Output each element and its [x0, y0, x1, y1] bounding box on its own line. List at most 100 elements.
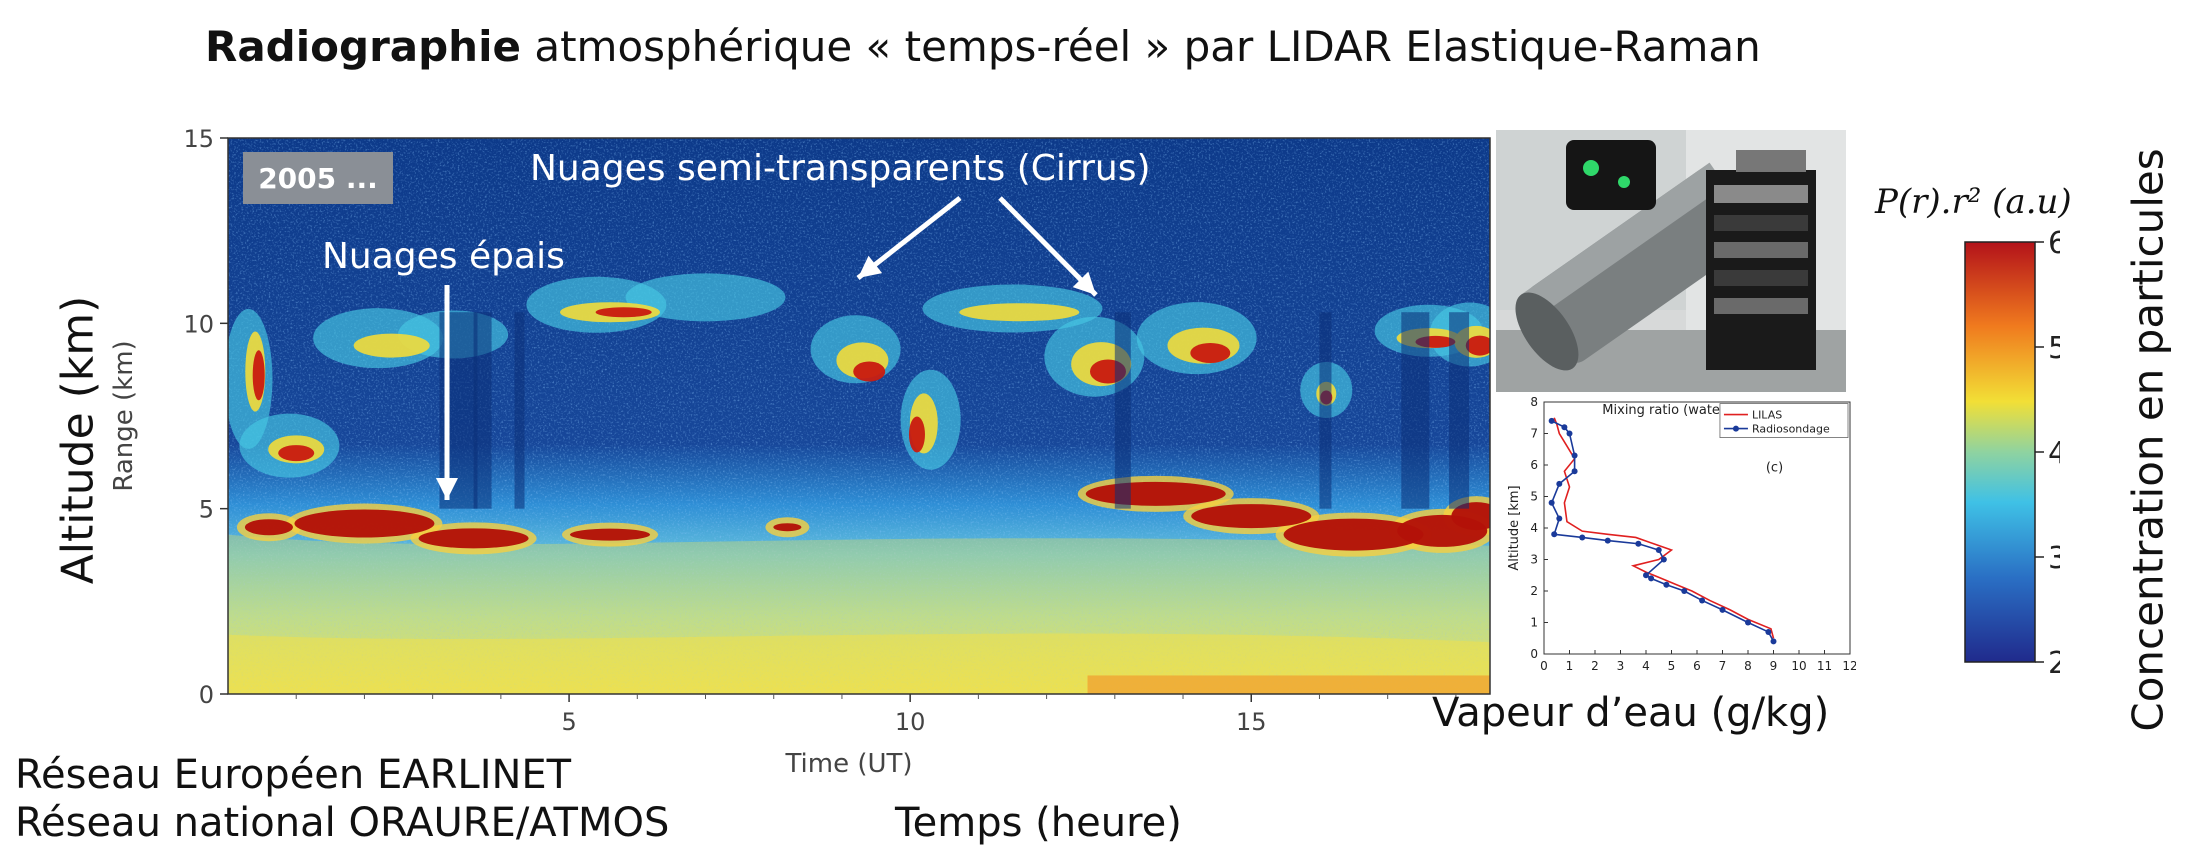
y-axis-label: Range (km) [109, 340, 139, 491]
thick-cloud [773, 523, 802, 532]
x-axis-label: Time (UT) [784, 749, 912, 779]
inset-panel-label: (c) [1766, 460, 1783, 475]
signal-shadow [1449, 312, 1470, 509]
colorbar-tick-label: 2 [2048, 646, 2060, 681]
thick-cloud [1191, 504, 1312, 529]
thick-cloud-arrow-head [436, 478, 458, 500]
inset-series-point [1548, 499, 1555, 506]
inset-y-tick-label: 0 [1530, 647, 1538, 661]
inset-series-point [1566, 430, 1573, 437]
inset-series-point [1579, 534, 1586, 541]
inset-legend-label: LILAS [1752, 409, 1782, 422]
surface-layer [1087, 675, 1490, 694]
network-oraure: Réseau national ORAURE/ATMOS [15, 800, 670, 846]
colorbar-tick-label: 5 [2048, 331, 2060, 366]
inset-x-tick-label: 6 [1693, 659, 1701, 673]
inset-series-point [1719, 606, 1726, 613]
inset-y-tick-label: 7 [1530, 427, 1538, 441]
cirrus-red [908, 416, 925, 453]
cirrus-core [959, 303, 1080, 322]
colorbar: 2 3 4 5 6 [1964, 230, 2060, 681]
inset-legend [1719, 403, 1849, 438]
inset-series-point [1561, 424, 1568, 431]
cirrus-annotation: Nuages semi-transparents (Cirrus) [530, 148, 1151, 189]
colorbar-tick-label: 3 [2048, 541, 2060, 576]
inset-series-point [1660, 556, 1667, 563]
heatmap-frame [227, 137, 1491, 695]
inset-x-tick-label: 7 [1719, 659, 1727, 673]
inset-series-point [1770, 638, 1777, 645]
thick-cloud [1085, 481, 1226, 506]
signal-shadow [1114, 312, 1131, 509]
page-title-bold: Radiographie [205, 22, 521, 71]
colorbar-tick-label: 4 [2048, 436, 2060, 471]
inset-y-tick-label: 8 [1530, 395, 1538, 409]
signal-shadow [473, 312, 492, 509]
year-badge [243, 152, 393, 204]
cirrus-red [278, 445, 315, 462]
signal-shadow [514, 312, 525, 509]
cirrus-arrow-right-head [1072, 271, 1096, 295]
cirrus-arrow-left-head [858, 255, 883, 278]
x-tick-label: 15 [1236, 708, 1267, 736]
cirrus-red [252, 350, 265, 401]
lidar-heatmap: 0 5 10 15 5 10 15 Time (UT) Range (km) 2005 ... Nu… [109, 125, 1491, 779]
cirrus-red [1465, 335, 1490, 356]
inset-x-tick-label: 8 [1744, 659, 1752, 673]
x-tick-label: 5 [561, 708, 576, 736]
inset-x-tick-label: 9 [1770, 659, 1778, 673]
inset-x-tick-label: 12 [1842, 659, 1856, 673]
inset-series-point [1635, 540, 1642, 547]
inset-series-point [1765, 628, 1772, 635]
cirrus-halo [625, 273, 786, 322]
thick-cloud [1451, 502, 1490, 531]
inset-series-point [1655, 547, 1662, 554]
inset-x-tick-label: 5 [1668, 659, 1676, 673]
signal-shadow [1401, 312, 1430, 509]
inset-series-point [1556, 515, 1563, 522]
thick-cloud [570, 528, 651, 541]
network-earlinet: Réseau Européen EARLINET [15, 752, 572, 798]
inset-x-tick-label: 0 [1540, 659, 1548, 673]
inset-y-tick-label: 1 [1530, 616, 1538, 630]
inset-series-point [1681, 588, 1688, 594]
inset-y-tick-label: 2 [1530, 584, 1538, 598]
thick-cloud [244, 519, 293, 536]
inset-y-axis-label: Altitude [km] [1507, 485, 1522, 570]
cirrus-red [595, 307, 652, 318]
colorbar-gradient [1964, 241, 2036, 663]
y-tick-label: 0 [199, 681, 214, 709]
inset-y-tick-label: 5 [1530, 490, 1538, 504]
inset-legend-marker [1732, 425, 1739, 432]
inset-x-tick-label: 3 [1617, 659, 1625, 673]
inset-series-point [1699, 597, 1706, 604]
inset-x-tick-label: 2 [1591, 659, 1599, 673]
page-title-rest: atmosphérique « temps-réel » par LIDAR E… [534, 22, 1761, 71]
y-tick-label: 15 [183, 125, 214, 153]
inset-x-tick-label: 11 [1817, 659, 1832, 673]
heatmap-noise [228, 138, 1490, 694]
inset-legend-label: Radiosondage [1752, 423, 1830, 436]
cirrus-core [353, 333, 430, 358]
inset-series-point [1548, 417, 1555, 424]
lidar-instrument-photo [1496, 130, 1846, 392]
inset-series-point [1604, 537, 1611, 544]
inset-x-tick-label: 4 [1642, 659, 1650, 673]
inset-series-point [1663, 581, 1670, 588]
inset-x-tick-label: 10 [1791, 659, 1806, 673]
inset-series-point [1556, 480, 1563, 487]
y-tick-label: 10 [183, 310, 214, 338]
colorbar-tick-label: 6 [2048, 230, 2060, 261]
cirrus-red [1190, 342, 1231, 363]
inset-y-tick-label: 4 [1530, 521, 1538, 535]
cirrus-red [853, 361, 886, 382]
thick-cloud [1283, 518, 1424, 551]
inset-x-tick-label: 1 [1566, 659, 1574, 673]
inset-series-point [1571, 468, 1578, 475]
thick-cloud [294, 509, 435, 538]
y-tick-label: 5 [199, 496, 214, 524]
inset-y-tick-label: 3 [1530, 553, 1538, 567]
inset-series-point [1745, 619, 1751, 626]
x-tick-label: 10 [895, 708, 926, 736]
concentration-side-label: Concentration en particules [2123, 148, 2173, 732]
